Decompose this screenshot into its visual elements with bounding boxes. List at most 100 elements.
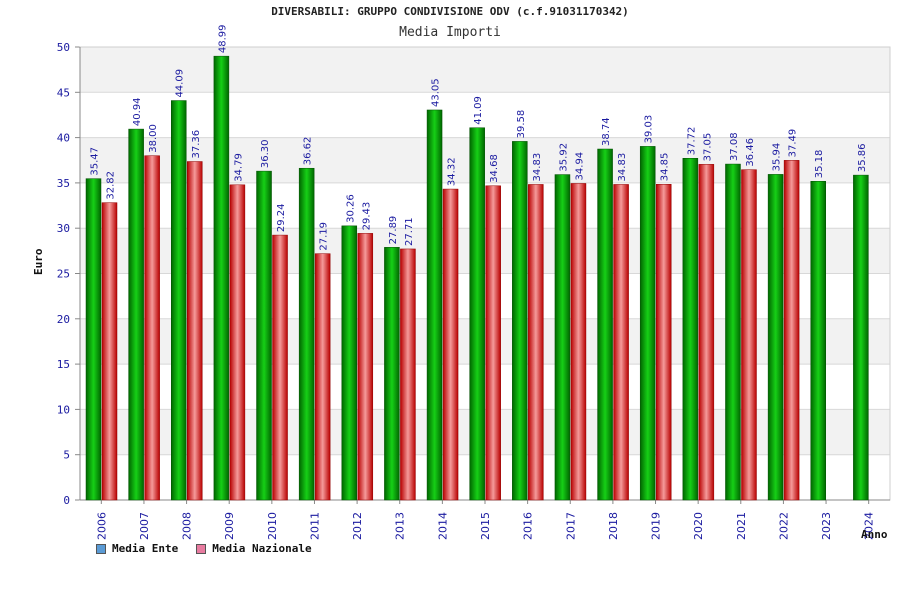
y-tick-label: 50 [57,41,70,54]
x-tick-label: 2012 [351,512,364,540]
bar-media-ente-2012 [341,225,358,501]
bar-media-nazionale-2016 [528,184,544,501]
bar-media-ente-2021 [725,163,741,501]
x-tick-label: 2020 [692,512,705,540]
x-tick-label: 2008 [181,512,194,540]
legend-swatch-media-nazionale [196,543,207,554]
bar-media-ente-2006 [85,178,102,501]
chart-subtitle: Media Importi [399,25,501,40]
x-tick-label: 2022 [777,512,790,540]
data-label: 36.46 [745,138,756,167]
bar-media-ente-2015 [469,127,485,501]
data-label: 43.05 [431,78,442,107]
x-tick-label: 2015 [479,512,492,540]
y-tick-label: 45 [57,86,70,99]
data-label: 29.43 [361,202,372,231]
legend: Media Ente Media Nazionale [96,542,312,555]
bar-media-nazionale-2013 [400,248,416,501]
y-tick-label: 15 [57,358,70,371]
legend-item-media-nazionale: Media Nazionale [196,542,312,555]
data-label: 37.36 [191,130,202,159]
bar-media-nazionale-2010 [272,234,288,501]
data-label: 44.09 [175,69,186,98]
x-axis-label: Anno [861,528,888,541]
y-tick-label: 5 [63,449,70,462]
x-tick-label: 2024 [863,512,876,540]
data-label: 35.18 [814,150,825,179]
bar-media-nazionale-2021 [741,169,757,501]
bar-media-ente-2009 [213,55,230,501]
data-label: 37.08 [729,132,740,161]
x-tick-label: 2021 [735,512,748,540]
data-label: 27.19 [319,222,330,251]
data-label: 34.32 [447,157,458,186]
data-label: 34.68 [489,154,500,183]
data-label: 35.92 [558,143,569,172]
bar-media-ente-2016 [512,141,528,501]
data-label: 34.83 [617,153,628,182]
data-label: 29.24 [276,203,287,232]
data-label: 36.62 [303,137,314,166]
y-tick-label: 40 [57,132,70,145]
data-label: 37.72 [686,127,697,156]
chart-title: DIVERSABILI: GRUPPO CONDIVISIONE ODV (c.… [271,5,629,18]
data-label: 35.47 [90,147,101,176]
x-tick-label: 2011 [308,512,321,540]
bar-media-nazionale-2018 [613,184,629,501]
bar-media-ente-2019 [639,146,656,501]
data-label: 38.74 [601,117,612,146]
data-label: 34.83 [532,153,543,182]
bar-media-nazionale-2019 [655,184,672,501]
bar-media-nazionale-2020 [698,164,715,501]
bar-media-nazionale-2015 [485,185,501,501]
bar-media-nazionale-2011 [314,253,331,501]
grid-band [80,47,890,93]
bar-media-ente-2007 [128,128,144,501]
data-label: 48.99 [217,25,228,54]
bar-media-nazionale-2014 [442,188,459,501]
bar-media-ente-2013 [384,247,400,501]
y-axis-label: Euro [32,248,45,276]
data-label: 27.71 [404,217,415,246]
data-label: 37.05 [702,133,713,162]
bar-media-ente-2024 [853,174,869,501]
legend-label-media-nazionale: Media Nazionale [212,542,312,555]
x-tick-label: 2019 [650,512,663,540]
x-tick-label: 2007 [138,512,151,540]
x-tick-label: 2006 [95,512,108,540]
data-label: 30.26 [345,194,356,223]
bar-media-nazionale-2007 [144,155,160,501]
data-label: 39.58 [516,110,527,139]
y-tick-label: 20 [57,313,70,326]
bar-media-ente-2020 [682,158,699,501]
data-label: 36.30 [260,139,271,168]
data-label: 38.00 [148,124,159,153]
y-tick-label: 25 [57,268,70,281]
data-label: 27.89 [388,216,399,245]
data-label: 39.03 [644,115,655,144]
x-tick-label: 2010 [266,512,279,540]
bar-media-ente-2018 [597,148,613,501]
x-tick-label: 2023 [820,512,833,540]
bar-media-ente-2014 [426,109,443,501]
legend-label-media-ente: Media Ente [112,542,179,555]
x-tick-label: 2017 [564,512,577,540]
bar-media-nazionale-2022 [783,160,800,501]
x-tick-label: 2018 [607,512,620,540]
data-label: 34.85 [660,153,671,182]
bar-media-ente-2017 [554,174,571,501]
bar-media-ente-2010 [256,170,272,501]
bar-media-ente-2011 [298,167,315,501]
data-label: 40.94 [132,97,143,126]
bar-media-ente-2008 [171,100,187,501]
x-tick-label: 2013 [394,512,407,540]
y-tick-label: 10 [57,403,70,416]
bar-media-ente-2022 [767,174,784,501]
x-tick-label: 2016 [522,512,535,540]
x-tick-label: 2009 [223,512,236,540]
data-label: 32.82 [106,171,117,200]
data-label: 35.94 [772,143,783,172]
bar-media-nazionale-2012 [357,233,374,501]
bar-media-nazionale-2008 [187,161,203,501]
